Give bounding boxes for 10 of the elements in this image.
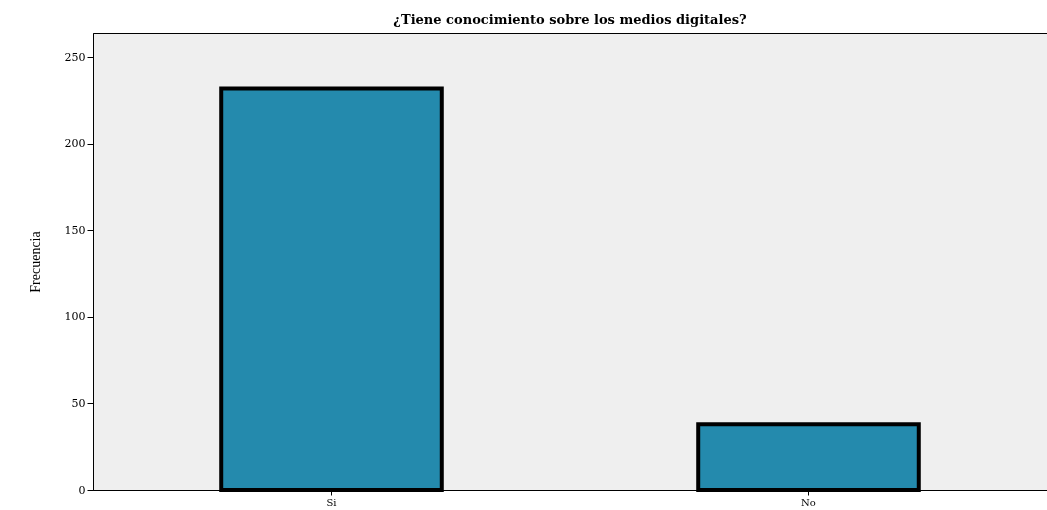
- y-tick-label: 100: [64, 310, 86, 324]
- x-tick-label: No: [801, 496, 816, 508]
- y-tick-label: 0: [78, 483, 86, 497]
- y-tick-label: 150: [64, 223, 86, 237]
- y-tick-label: 200: [64, 137, 86, 151]
- y-tick-label: 250: [64, 50, 86, 64]
- x-tick-label: Si: [326, 496, 337, 508]
- chart-title: ¿Tiene conocimiento sobre los medios digitales?: [393, 12, 748, 27]
- y-axis-title: Frecuencia: [27, 230, 43, 293]
- y-tick-label: 50: [71, 396, 86, 410]
